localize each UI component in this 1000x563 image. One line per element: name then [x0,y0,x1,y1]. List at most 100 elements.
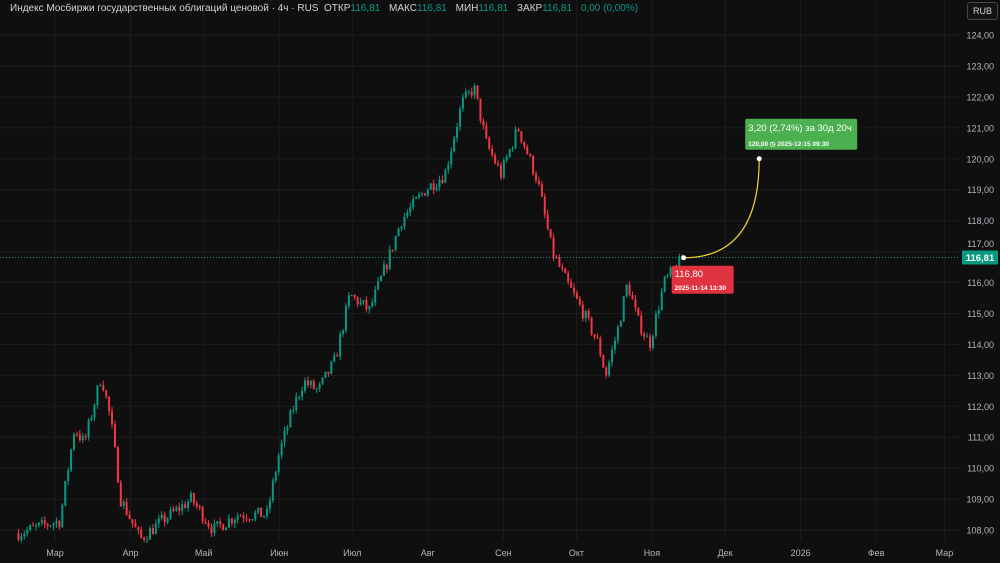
candle-body [564,268,567,274]
candle-body [637,307,640,316]
candle-body [549,229,552,238]
candle-body [230,518,233,524]
y-tick-label: 109,00 [966,495,994,505]
low-value: 116,81 [478,3,509,14]
candle-body [70,449,73,471]
candle-body [435,187,438,191]
candle-body [426,189,429,196]
candle-body [105,390,108,397]
candle-body [646,336,649,338]
candle-body [157,518,160,524]
y-tick-label: 119,00 [967,185,994,195]
candle-body [567,273,570,282]
candle-body [342,330,345,334]
candle-body [125,501,128,515]
candle-body [543,196,546,215]
candle-body [216,521,219,524]
last-price-badge [962,250,998,265]
candle-body [377,281,380,290]
candle-body [470,91,473,96]
candle-body [140,529,143,538]
candle-body [87,419,90,438]
candle-body [651,335,654,348]
candle-body [429,183,432,190]
x-tick-label: Фев [868,548,885,558]
candle-body [46,524,49,527]
candle-body [479,98,482,121]
candle-body [134,523,137,528]
candle-body [602,355,605,368]
candle-body [400,226,403,229]
candle-body [251,519,254,521]
candle-body [491,148,494,156]
candle-body [476,85,479,99]
candle-body [537,180,540,184]
candle-body [356,297,359,305]
candle-body [116,447,119,483]
forecast-change: 3,20 (2,74%) за 30д 20ч [748,123,852,134]
candle-body [280,442,283,456]
y-tick-label: 118,00 [967,216,994,226]
candle-body [154,523,157,535]
currency-button[interactable]: RUB [966,2,998,20]
candle-body [198,506,201,508]
candle-body [678,256,681,272]
candle-body [587,310,590,318]
candle-body [385,264,388,269]
candle-body [380,275,383,282]
candle-body [359,301,362,305]
candle-body [353,295,356,298]
y-tick-label: 114,00 [967,340,994,350]
candle-body [511,147,514,150]
forecast-start-label: 116,80 2025-11-14 13:30 [671,265,734,294]
candle-body [599,338,602,356]
x-tick-label: Окт [569,548,584,558]
candle-body [502,160,505,178]
candle-body [420,193,423,195]
candle-body [111,411,114,425]
candle-body [347,295,350,306]
candle-body [570,281,573,288]
candle-body [306,380,309,386]
candle-body [333,355,336,362]
candle-body [248,519,251,521]
candle-body [108,396,111,412]
candle-body [37,522,40,526]
candle-body [561,266,564,269]
candle-body [654,313,657,336]
candle-body [301,390,304,397]
candle-body [412,198,415,208]
candle-body [415,197,418,199]
candle-body [143,537,146,540]
candle-body [613,340,616,350]
start-time: 2025-11-14 13:30 [675,285,727,292]
candle-body [458,108,461,127]
candle-body [93,404,96,418]
candle-body [339,333,342,357]
candle-body [616,326,619,341]
y-tick-label: 111,00 [968,433,994,443]
candle-body [23,533,26,537]
candle-body [122,501,125,507]
candle-body [441,179,444,183]
candle-body [555,257,558,259]
candle-body [649,336,652,348]
candle-body [67,470,70,482]
candle-body [102,385,105,391]
candle-body [189,493,192,502]
candle-body [160,514,163,519]
candle-body [611,349,614,363]
candle-body [277,455,280,473]
start-price: 116,80 [675,269,703,280]
candle-body [52,523,55,526]
forecast-target: 120,00 ◷ 2025-12-15 09:30 [748,141,829,148]
candle-body [517,129,520,132]
candle-body [575,292,578,299]
candle-body [350,295,353,297]
candle-body [34,525,37,527]
y-tick-label: 122,00 [966,92,994,102]
candle-body [327,371,330,374]
candle-body [172,509,175,511]
candle-body [371,302,374,307]
